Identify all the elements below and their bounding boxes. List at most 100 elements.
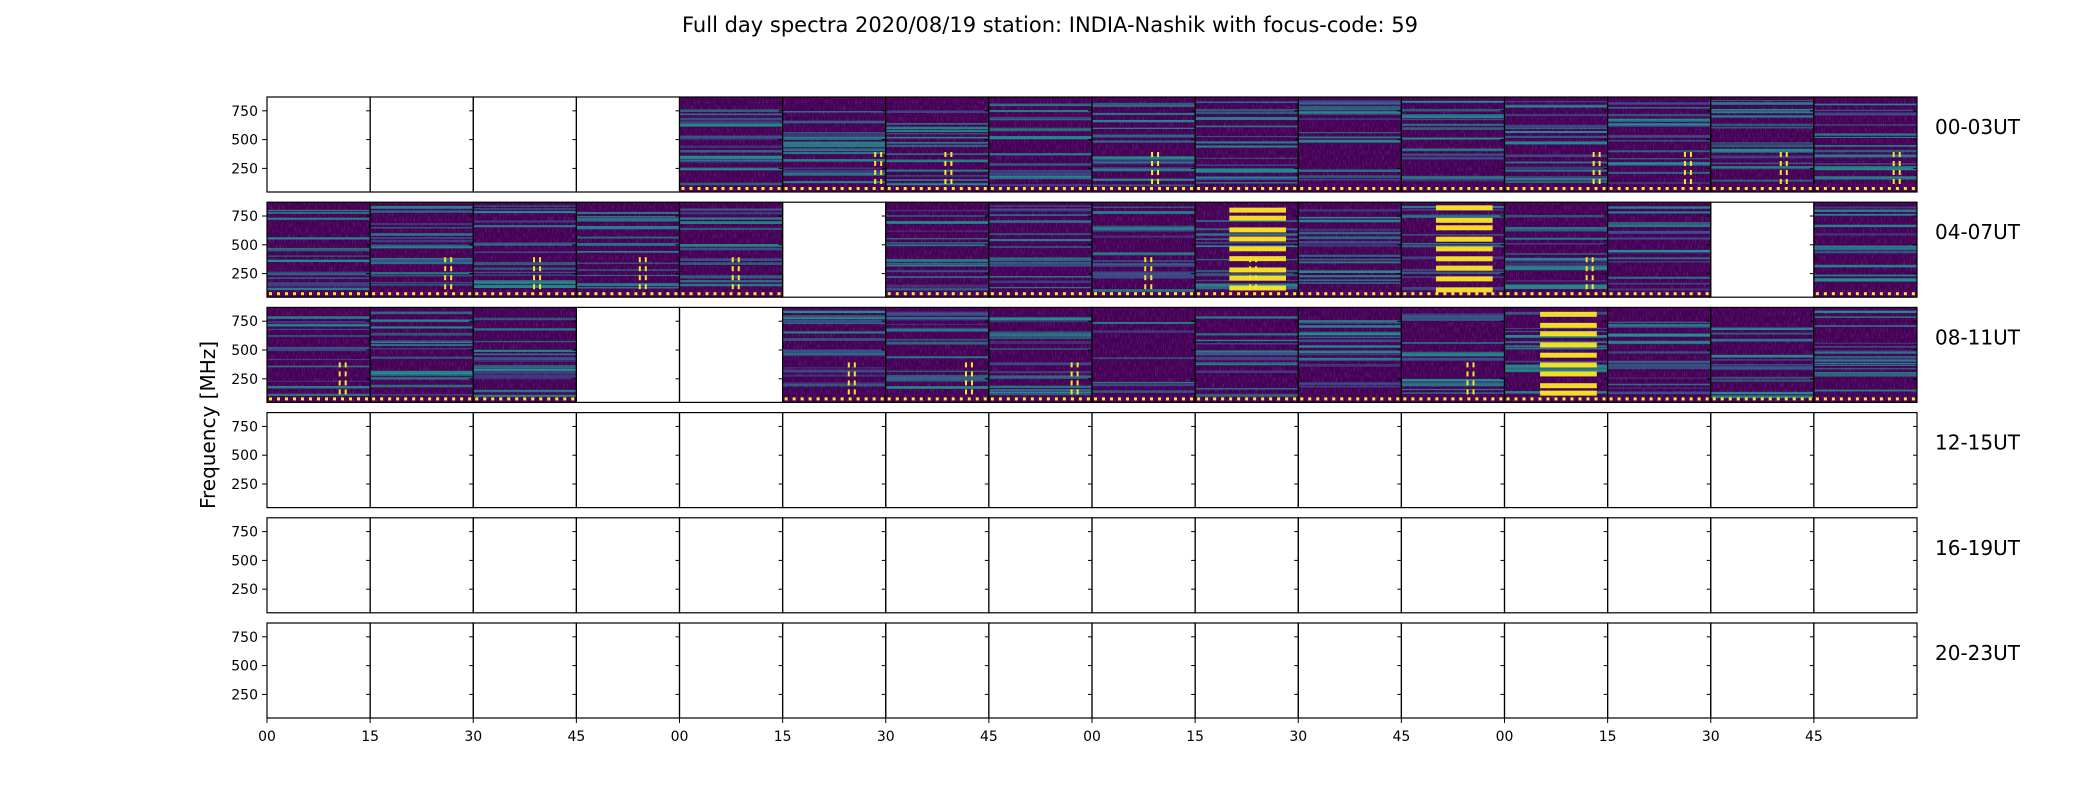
spectrum-panel: [1091, 517, 1196, 614]
spectrum-panel: [1710, 306, 1815, 403]
spectrum-panel: [1607, 96, 1712, 193]
spectrum-panel: [885, 96, 990, 193]
y-tick-label: 750: [231, 525, 258, 541]
spectrum-panel: [1091, 412, 1196, 509]
y-tick-label: 500: [231, 448, 258, 464]
spectrum-panel: [1607, 622, 1712, 719]
x-tick-label: 45: [980, 729, 998, 745]
spectrum-panel: [1400, 412, 1506, 509]
spectrum-panel: [1400, 306, 1506, 403]
spectrum-panel: [266, 201, 371, 298]
spectrum-panel: [678, 622, 784, 719]
spectrum-panel: [266, 412, 371, 509]
spectrum-panel: [885, 412, 990, 509]
y-tick-label: 250: [231, 477, 258, 493]
spectrum-panel: [1297, 412, 1402, 509]
spectrum-panel: [575, 306, 681, 403]
spectrum-panel: [472, 306, 577, 403]
y-tick-label: 250: [231, 687, 258, 703]
spectra-row-08-11UT: 250 500 750 08-11UT: [231, 306, 2021, 403]
spectrum-panel: [1297, 96, 1402, 193]
spectrum-panel: [1091, 96, 1196, 193]
spectrum-panel: [885, 306, 990, 403]
y-axis-label: Frequency [MHz]: [196, 341, 220, 509]
spectrum-panel: [1091, 201, 1196, 298]
x-tick-label: 30: [877, 729, 895, 745]
spectrum-panel: [1194, 201, 1299, 298]
spectrum-panel: [472, 517, 577, 614]
spectrum-panel: [1607, 306, 1712, 403]
spectrum-panel: [369, 412, 474, 509]
spectrum-panel: [575, 412, 681, 509]
y-tick-label: 750: [231, 630, 258, 646]
spectrum-panel: [988, 412, 1093, 509]
spectrum-panel: [1091, 622, 1196, 719]
spectrum-panel: [678, 306, 784, 403]
x-tick-label: 15: [1599, 729, 1617, 745]
spectrum-panel: [1710, 622, 1815, 719]
spectrum-panel: [266, 622, 371, 719]
rows-group: 250 500 750 00-03UT 250 500 750 04-07UT 250 500 75…: [231, 96, 2021, 719]
spectra-row-04-07UT: 250 500 750 04-07UT: [231, 201, 2021, 298]
spectrum-panel: [1503, 412, 1609, 509]
spectrum-panel: [1813, 622, 1918, 719]
spectrum-panel: [782, 96, 887, 193]
spectrum-panel: [1503, 622, 1609, 719]
spectrum-panel: [472, 96, 577, 193]
spectrum-panel: [1813, 306, 1918, 403]
spectrum-panel: [575, 96, 681, 193]
spectra-row-12-15UT: 250 500 750 12-15UT: [231, 412, 2021, 509]
spectrum-panel: [1194, 412, 1299, 509]
spectrum-panel: [1813, 201, 1918, 298]
x-tick-label: 00: [1496, 729, 1514, 745]
spectrum-panel: [988, 622, 1093, 719]
y-tick-label: 500: [231, 343, 258, 359]
spectrum-panel: [575, 201, 681, 298]
x-tick-label: 30: [1289, 729, 1307, 745]
spectrum-panel: [678, 517, 784, 614]
y-tick-label: 500: [231, 238, 258, 254]
x-tick-label: 45: [1805, 729, 1823, 745]
spectrum-panel: [472, 412, 577, 509]
spectrum-panel: [472, 622, 577, 719]
spectrum-panel: [1400, 517, 1506, 614]
spectrum-panel: [678, 96, 784, 193]
spectrum-panel: [885, 517, 990, 614]
y-tick-label: 250: [231, 582, 258, 598]
spectrum-panel: [1710, 412, 1815, 509]
spectrum-panel: [1813, 412, 1918, 509]
spectrum-panel: [1194, 306, 1299, 403]
x-tick-label: 00: [258, 729, 276, 745]
x-tick-label: 15: [774, 729, 792, 745]
spectrum-panel: [575, 517, 681, 614]
spectrum-panel: [1710, 517, 1815, 614]
spectrum-panel: [1400, 622, 1506, 719]
spectrum-panel: [1297, 517, 1402, 614]
spectrum-panel: [1297, 622, 1402, 719]
spectrum-panel: [1400, 201, 1506, 298]
y-tick-label: 750: [231, 314, 258, 330]
spectrum-panel: [1607, 412, 1712, 509]
y-tick-label: 750: [231, 104, 258, 120]
spectrum-panel: [782, 622, 887, 719]
x-tick-label: 45: [1392, 729, 1410, 745]
spectrum-panel: [1194, 517, 1299, 614]
x-tick-label: 15: [1186, 729, 1204, 745]
y-tick-label: 250: [231, 161, 258, 177]
spectrum-panel: [266, 517, 371, 614]
spectrum-panel: [1194, 622, 1299, 719]
spectrum-panel: [678, 412, 784, 509]
spectrum-panel: [369, 96, 474, 193]
row-time-label: 04-07UT: [1935, 220, 2021, 244]
y-tick-label: 750: [231, 209, 258, 225]
spectrum-panel: [1503, 517, 1609, 614]
spectra-row-16-19UT: 250 500 750 16-19UT: [231, 517, 2021, 614]
spectrum-panel: [885, 201, 990, 298]
y-tick-label: 250: [231, 267, 258, 283]
spectrum-panel: [782, 201, 887, 298]
x-tick-label: 15: [361, 729, 379, 745]
spectrum-panel: [782, 412, 887, 509]
spectrum-panel: [266, 306, 371, 403]
spectrum-panel: [1091, 306, 1196, 403]
spectrum-panel: [369, 201, 474, 298]
